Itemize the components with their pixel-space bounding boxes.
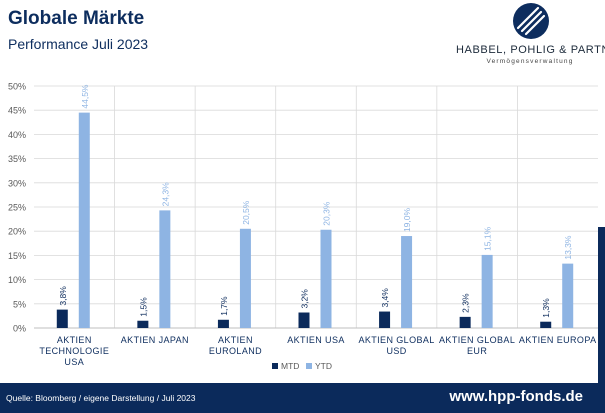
ytd-data-label: 20,5% [241, 200, 251, 225]
mtd-data-label: 2,3% [461, 293, 471, 313]
x-category-label: AKTIEN [57, 335, 92, 345]
logo-emblem-icon [513, 3, 549, 39]
ytd-data-label: 20,3% [322, 201, 332, 226]
company-logo: HABBEL, POHLIG & PARTNER Vermögensverwal… [456, 2, 605, 66]
ytd-data-label: 19,0% [402, 207, 412, 232]
y-tick-label: 20% [8, 227, 26, 237]
mtd-data-label: 3,2% [300, 289, 310, 309]
legend-swatch-mtd [272, 363, 278, 369]
ytd-data-label: 15,1% [483, 226, 493, 251]
mtd-bar [217, 319, 229, 328]
performance-chart: 0% 5% 10% 15% 20% 25% 30% 35% 40% 45% 50% 3,8% 44,5%… [8, 82, 598, 371]
footer-bar: Quelle: Bloomberg / eigene Darstellung /… [0, 383, 605, 413]
mtd-data-label: 1,3% [541, 298, 551, 318]
x-category-label: EUR [467, 346, 487, 356]
ytd-bar [562, 263, 574, 328]
mtd-bar [298, 312, 310, 328]
right-accent-bar [598, 227, 605, 383]
ytd-bar [481, 254, 493, 328]
page-title: Globale Märkte [8, 8, 145, 29]
mtd-data-label: 3,4% [380, 288, 390, 308]
ytd-data-label: 24,3% [160, 182, 170, 207]
y-tick-label: 30% [8, 178, 26, 188]
ytd-bar [78, 112, 90, 328]
ytd-data-label: 13,3% [563, 235, 573, 260]
legend-label-mtd: MTD [281, 361, 299, 371]
mtd-bar [459, 316, 471, 328]
mtd-data-label: 3,8% [58, 286, 68, 306]
x-category-label: AKTIEN GLOBAL [358, 335, 434, 345]
y-tick-label: 15% [8, 251, 26, 261]
x-category-label: USD [386, 346, 406, 356]
ytd-bar [239, 228, 251, 328]
y-tick-label: 35% [8, 154, 26, 164]
mtd-bar [379, 311, 391, 328]
ytd-data-label: 44,5% [80, 84, 90, 109]
x-category-label: AKTIEN GLOBAL [439, 335, 515, 345]
ytd-bar [159, 210, 171, 328]
x-category-label: USA [64, 357, 84, 367]
mtd-bar [137, 320, 149, 328]
x-category-label: EUROLAND [209, 346, 262, 356]
logo-tagline: Vermögensverwaltung [486, 58, 574, 65]
x-category-label: TECHNOLOGIE [39, 346, 109, 356]
logo-company-name: HABBEL, POHLIG & PARTNER [456, 44, 605, 56]
mtd-bar [540, 321, 552, 328]
y-tick-label: 0% [13, 324, 26, 334]
mtd-bar [56, 309, 68, 328]
y-tick-label: 50% [8, 82, 26, 92]
y-tick-label: 5% [13, 299, 26, 309]
y-tick-label: 10% [8, 275, 26, 285]
x-category-label: AKTIEN EUROPA [519, 335, 597, 345]
mtd-data-label: 1,7% [219, 296, 229, 316]
page-subtitle: Performance Juli 2023 [8, 36, 149, 52]
ytd-bar [401, 236, 413, 328]
footer-website-link[interactable]: www.hpp-fonds.de [449, 388, 583, 405]
ytd-bar [320, 229, 332, 328]
footer-source-text: Quelle: Bloomberg / eigene Darstellung /… [6, 393, 196, 403]
x-category-label: AKTIEN JAPAN [121, 335, 189, 345]
x-category-label: AKTIEN [218, 335, 253, 345]
y-tick-label: 45% [8, 106, 26, 116]
y-tick-label: 25% [8, 203, 26, 213]
legend-label-ytd: YTD [315, 361, 332, 371]
mtd-data-label: 1,5% [138, 297, 148, 317]
x-category-label: AKTIEN USA [287, 335, 345, 345]
legend-swatch-ytd [306, 363, 312, 369]
y-tick-label: 40% [8, 130, 26, 140]
